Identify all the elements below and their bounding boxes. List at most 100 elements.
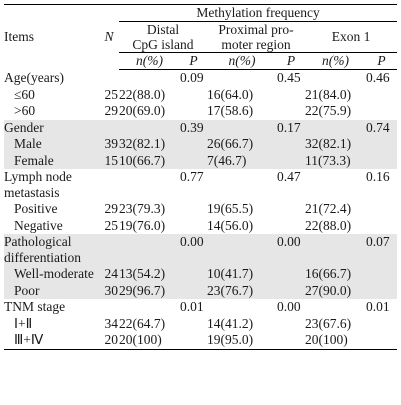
proximal-promoter-value: 19(95.0)	[207, 332, 277, 350]
distal-cpg-value-empty	[119, 234, 180, 266]
proximal-promoter-value: 7(46.7)	[207, 152, 277, 169]
group-label: Lymph node metastasis	[4, 169, 99, 201]
row-label: Well-moderate	[4, 266, 99, 283]
group-label-line1: Gender	[4, 119, 44, 135]
items-header: Items	[4, 4, 99, 70]
exon1-value: 11(73.3)	[305, 152, 366, 169]
group-row: Gender 0.39 0.17 0.74	[4, 119, 398, 136]
group-n-empty	[99, 119, 119, 136]
proximal-promoter-header-line2: moter region	[221, 37, 291, 52]
proximal-promoter-p-empty	[277, 282, 305, 299]
proximal-promoter-p-empty	[277, 316, 305, 333]
group-n-empty	[99, 234, 119, 266]
proximal-promoter-value: 26(66.7)	[207, 136, 277, 153]
proximal-promoter-p-empty	[277, 332, 305, 350]
proximal-promoter-value: 10(41.7)	[207, 266, 277, 283]
group-n-empty	[99, 169, 119, 201]
exon1-p-value: 0.74	[366, 119, 398, 136]
methylation-table: Items N Methylation frequency Distal CpG…	[4, 4, 398, 350]
exon1-p-value: 0.46	[366, 70, 390, 85]
row-label: Female	[4, 152, 99, 169]
proximal-promoter-value-empty	[207, 299, 277, 316]
group-row: Lymph node metastasis 0.77 0.47 0.16	[4, 169, 397, 201]
exon1-p-value: 0.16	[366, 169, 390, 184]
table-row: ≤60 25 22(88.0) 16(64.0) 21(84.0)	[4, 87, 397, 104]
distal-cpg-p-empty	[180, 218, 207, 235]
distal-cpg-value: 20(100)	[119, 332, 180, 350]
distal-cpg-value: 22(64.7)	[119, 315, 166, 331]
proximal-promoter-p-empty	[277, 152, 305, 169]
exon1-p-empty	[366, 266, 398, 283]
group-label: Age(years)	[4, 70, 99, 87]
table-row: Ⅲ+Ⅳ 20 20(100) 19(95.0) 20(100)	[4, 332, 398, 350]
group-label: Pathological differentiation	[4, 234, 99, 266]
methylation-frequency-header: Methylation frequency	[119, 4, 398, 22]
proximal-promoter-p-empty	[277, 136, 305, 153]
distal-cpg-p-empty	[180, 152, 207, 169]
group-row: Age(years) 0.09 0.45 0.46	[4, 70, 397, 87]
distal-cpg-p-empty	[180, 103, 207, 120]
exon1-p-empty	[366, 87, 397, 104]
exon1-value-empty	[305, 70, 366, 87]
proximal-promoter-value: 14(56.0)	[207, 217, 254, 233]
proximal-promoter-value-empty	[207, 119, 277, 136]
table-row: >60 29 20(69.0) 17(58.6) 22(75.9)	[4, 103, 397, 120]
group-label-line1: Pathological	[4, 234, 72, 249]
distal-cpg-p-value: 0.09	[180, 70, 204, 85]
row-label: Poor	[4, 282, 99, 299]
exon1-p-value: 0.01	[366, 299, 390, 314]
row-label: Ⅲ+Ⅳ	[4, 332, 99, 350]
group-label-line1: Lymph node	[4, 169, 72, 184]
exon1-value: 27(90.0)	[305, 282, 366, 299]
table-row: Poor 30 29(96.7) 23(76.7) 27(90.0)	[4, 282, 398, 299]
group-label-line1: Age(years)	[4, 69, 64, 85]
proximal-promoter-p-value: 0.17	[277, 119, 305, 136]
group-label: Gender	[4, 119, 99, 136]
distal-cpg-header-line1: Distal	[146, 22, 180, 37]
proximal-promoter-value-empty	[207, 234, 277, 266]
table-row: Positive 29 23(79.3) 19(65.5) 21(72.4)	[4, 201, 397, 218]
distal-cpg-value: 10(66.7)	[119, 152, 180, 169]
exon1-p-empty	[366, 282, 398, 299]
table-row: Male 39 32(82.1) 26(66.7) 32(82.1)	[4, 136, 398, 153]
exon1-p-empty	[366, 218, 397, 235]
sub-header-pct: n(%)	[119, 52, 180, 70]
distal-cpg-value: 32(82.1)	[119, 136, 180, 153]
exon1-p-value: 0.07	[366, 234, 398, 266]
exon1-p-empty	[366, 136, 398, 153]
proximal-promoter-p-value: 0.00	[277, 234, 305, 266]
proximal-promoter-value-empty	[207, 169, 277, 201]
distal-cpg-p-empty	[180, 266, 207, 283]
proximal-promoter-p-empty	[277, 266, 305, 283]
row-n: 25	[104, 217, 119, 233]
proximal-promoter-value: 14(41.2)	[207, 315, 254, 331]
sub-header-pct: n(%)	[305, 52, 366, 70]
row-n: 30	[99, 282, 119, 299]
distal-cpg-value: 20(69.0)	[119, 103, 166, 118]
proximal-promoter-value: 17(58.6)	[207, 103, 254, 118]
distal-cpg-p-empty	[180, 316, 207, 333]
distal-cpg-header: Distal CpG island	[119, 21, 207, 53]
distal-cpg-value: 23(79.3)	[119, 201, 166, 216]
distal-cpg-p-value: 0.39	[180, 119, 207, 136]
group-n-empty	[99, 70, 119, 87]
distal-cpg-p-empty	[180, 282, 207, 299]
exon1-value-empty	[305, 234, 366, 266]
proximal-promoter-p-value: 0.45	[277, 70, 301, 85]
table-row: Ⅰ+Ⅱ 34 22(64.7) 14(41.2) 23(67.6)	[4, 316, 397, 333]
row-n: 20	[99, 332, 119, 350]
row-label: Male	[4, 136, 99, 153]
proximal-promoter-p-empty	[277, 103, 305, 120]
sub-header-p: P	[180, 52, 207, 70]
proximal-promoter-p-value: 0.47	[277, 169, 301, 184]
sub-header-p: P	[366, 52, 398, 70]
distal-cpg-p-value: 0.77	[180, 169, 204, 184]
distal-cpg-value-empty	[119, 119, 180, 136]
distal-cpg-p-empty	[180, 332, 207, 350]
group-row: Pathological differentiation 0.00 0.00 0.07	[4, 234, 398, 266]
exon1-value: 21(72.4)	[305, 201, 352, 216]
proximal-promoter-p-empty	[277, 87, 305, 104]
row-n: 15	[99, 152, 119, 169]
distal-cpg-p-value: 0.00	[180, 234, 207, 266]
group-row: TNM stage 0.01 0.00 0.01	[4, 299, 397, 316]
